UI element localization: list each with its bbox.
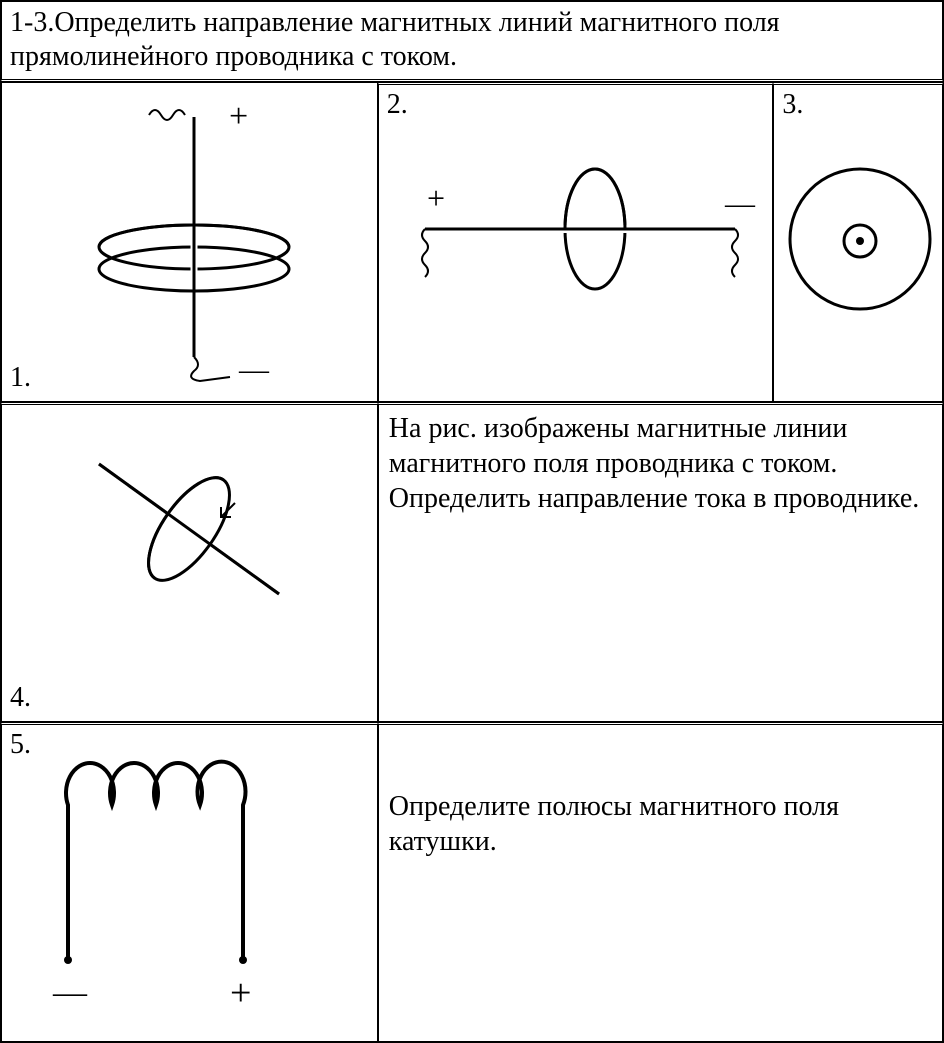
outer-table: 1-3.Определить направление магнитных лин… bbox=[0, 0, 944, 1043]
worksheet-page: 1-3.Определить направление магнитных лин… bbox=[0, 0, 944, 1043]
figure-1: + — bbox=[39, 87, 339, 387]
fig5-plus-icon: + bbox=[230, 972, 251, 1014]
header-cell: 1-3.Определить направление магнитных лин… bbox=[1, 1, 943, 82]
cell-1: 1. + bbox=[1, 82, 378, 402]
label-3: 3. bbox=[782, 87, 803, 122]
figure-2: + — bbox=[385, 129, 765, 329]
label-1: 1. bbox=[10, 360, 31, 395]
figure-5: — + bbox=[8, 735, 308, 1015]
figure-3 bbox=[780, 149, 940, 329]
cell-4: 4. bbox=[1, 402, 378, 722]
label-5: 5. bbox=[10, 727, 31, 762]
header-text: 1-3.Определить направление магнитных лин… bbox=[10, 7, 780, 72]
cell-5-text: Определите полюсы магнитного поля катушк… bbox=[378, 722, 943, 1042]
cell-5: 5. — + bbox=[1, 722, 378, 1042]
cell-2: 2. + — bbox=[378, 82, 774, 402]
q5-text: Определите полюсы магнитного поля катушк… bbox=[385, 729, 936, 861]
row-2: 4. bbox=[1, 402, 943, 722]
figure-4 bbox=[59, 419, 319, 639]
fig1-plus-icon: + bbox=[229, 98, 248, 135]
row-3: 5. — + bbox=[1, 722, 943, 1042]
fig5-minus-icon: — bbox=[52, 974, 88, 1011]
label-4: 4. bbox=[10, 680, 31, 715]
cell-3: 3. bbox=[773, 82, 943, 402]
label-2: 2. bbox=[387, 87, 408, 122]
row-1: 1. + bbox=[1, 82, 943, 402]
fig1-minus-icon: — bbox=[238, 353, 270, 386]
q4-text: На рис. изображены магнитные линии магни… bbox=[385, 409, 936, 518]
cell-4-text: На рис. изображены магнитные линии магни… bbox=[378, 402, 943, 722]
fig2-minus-icon: — bbox=[724, 187, 756, 220]
fig2-plus-icon: + bbox=[427, 180, 445, 216]
